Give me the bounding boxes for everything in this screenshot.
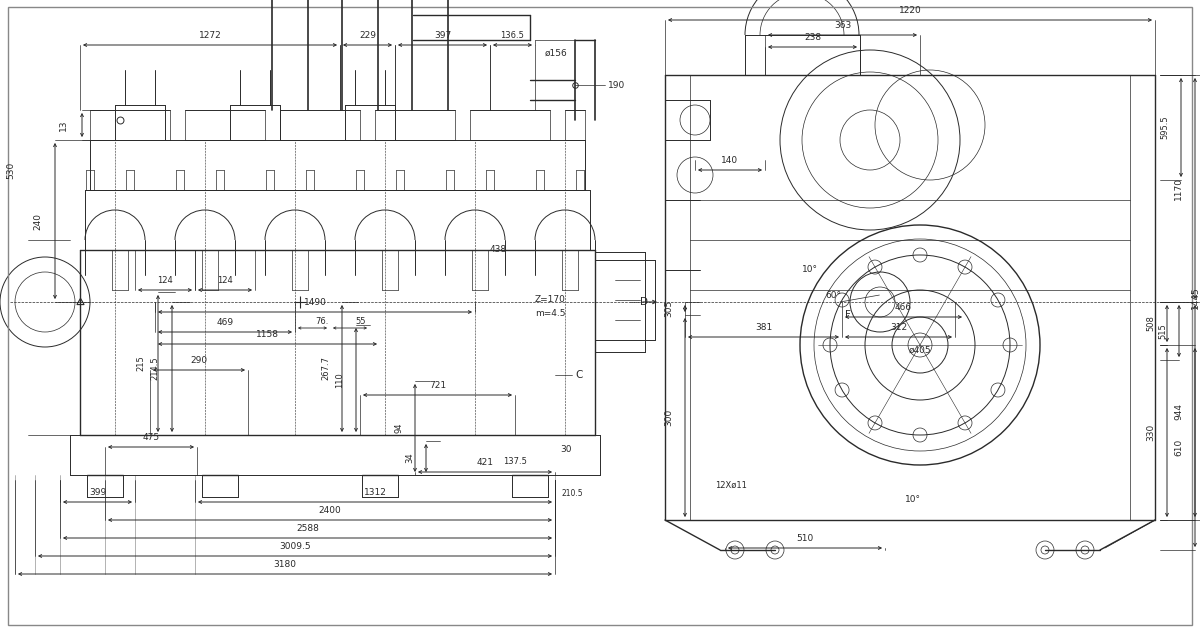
Text: 110: 110: [335, 372, 344, 388]
Text: 469: 469: [216, 318, 234, 327]
Text: 124: 124: [157, 276, 173, 285]
Text: 1220: 1220: [899, 6, 922, 15]
Text: 1170: 1170: [1174, 177, 1183, 200]
Text: D: D: [640, 297, 648, 307]
Text: 510: 510: [797, 534, 814, 543]
Text: 421: 421: [476, 458, 493, 467]
Text: 1445: 1445: [1190, 286, 1200, 309]
Text: 300: 300: [664, 409, 673, 426]
Text: 399: 399: [89, 488, 106, 497]
Text: 267.7: 267.7: [322, 357, 330, 381]
Text: 721: 721: [428, 381, 446, 390]
Text: 10°: 10°: [905, 496, 922, 505]
Text: Z=170: Z=170: [535, 295, 566, 304]
Text: 240: 240: [34, 212, 42, 229]
Text: 305: 305: [664, 300, 673, 317]
Text: 381: 381: [755, 323, 772, 332]
Text: 363: 363: [834, 21, 851, 30]
Text: 944: 944: [1174, 403, 1183, 420]
Text: 140: 140: [721, 156, 738, 165]
Text: 1312: 1312: [364, 488, 386, 497]
Text: 60°: 60°: [826, 290, 841, 299]
Text: 1158: 1158: [256, 330, 278, 339]
Text: 55: 55: [355, 318, 366, 326]
Text: 595.5: 595.5: [1160, 116, 1169, 139]
Text: 124: 124: [217, 276, 233, 285]
Text: 2400: 2400: [319, 506, 341, 515]
Text: 3009.5: 3009.5: [280, 542, 311, 551]
Text: 290: 290: [191, 356, 208, 365]
Text: 610: 610: [1174, 439, 1183, 456]
Text: 508: 508: [1146, 316, 1154, 331]
Text: m=4.5: m=4.5: [535, 309, 565, 319]
Text: 215: 215: [136, 355, 145, 371]
Text: 229: 229: [359, 31, 376, 40]
Text: 312: 312: [890, 323, 907, 332]
Text: 515: 515: [1158, 323, 1166, 339]
Text: 137.5: 137.5: [503, 457, 527, 466]
Text: 238: 238: [804, 33, 821, 42]
Text: 190: 190: [608, 81, 625, 89]
Text: C: C: [575, 370, 582, 380]
Text: ø156: ø156: [545, 49, 568, 57]
Text: F: F: [845, 310, 851, 320]
Text: 30: 30: [560, 445, 571, 454]
Text: 3180: 3180: [274, 560, 296, 569]
Text: 76.: 76.: [314, 318, 329, 326]
Text: 397: 397: [434, 31, 451, 40]
Text: 466: 466: [895, 303, 912, 312]
Text: 210.5: 210.5: [562, 490, 583, 498]
Text: 330: 330: [1146, 424, 1154, 441]
Text: 12Xø11: 12Xø11: [715, 481, 746, 490]
Text: 1490: 1490: [304, 298, 326, 307]
Text: 2588: 2588: [296, 524, 319, 533]
Text: 34: 34: [406, 453, 414, 463]
Text: 13: 13: [59, 119, 68, 131]
Text: ø405: ø405: [908, 345, 931, 355]
Text: 530: 530: [6, 161, 14, 179]
Text: 1272: 1272: [199, 31, 221, 40]
Text: 438: 438: [490, 246, 508, 255]
Text: 475: 475: [143, 433, 160, 442]
Text: 10°: 10°: [802, 265, 818, 275]
Text: 94: 94: [394, 423, 403, 433]
Text: 214.5: 214.5: [150, 357, 158, 381]
Text: 136.5: 136.5: [500, 31, 524, 40]
